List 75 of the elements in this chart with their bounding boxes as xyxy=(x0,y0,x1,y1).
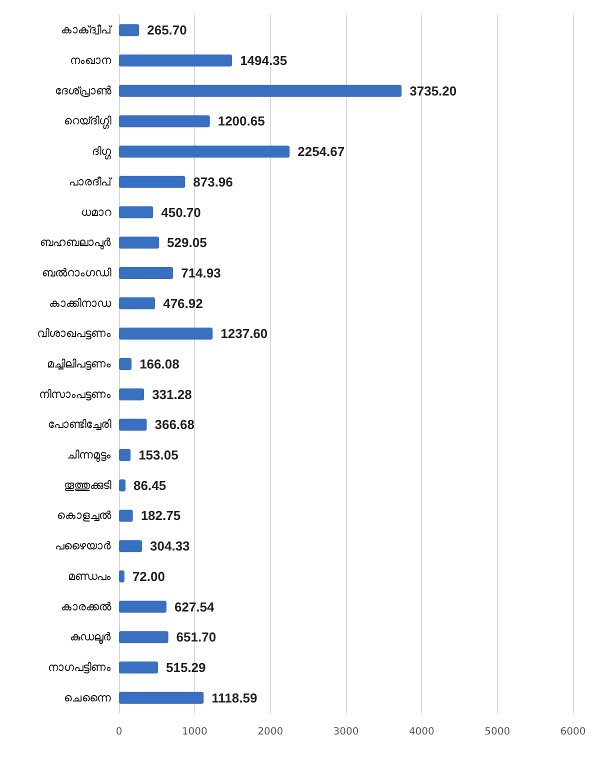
bar xyxy=(119,328,213,340)
data-label: 651.70 xyxy=(176,630,216,645)
bar xyxy=(119,449,131,462)
x-tick-label: 3000 xyxy=(333,726,359,738)
data-label: 1237.60 xyxy=(220,326,268,342)
bar xyxy=(119,206,154,218)
data-label: 714.93 xyxy=(181,265,221,280)
bar xyxy=(119,297,156,310)
x-tick-label: 2000 xyxy=(258,726,284,738)
data-label: 476.92 xyxy=(163,296,203,311)
y-tick-label: കുഡലൂർ xyxy=(70,630,111,644)
y-tick-label: പാരദീപ് xyxy=(69,175,113,188)
y-tick-label: പോണ്ടിച്ചേരി xyxy=(48,418,112,432)
data-label: 450.70 xyxy=(161,204,201,220)
data-label: 166.08 xyxy=(140,356,180,372)
bar xyxy=(119,540,142,552)
y-tick-label: നാഗപട്ടിണം xyxy=(48,660,111,674)
data-label: 304.33 xyxy=(150,538,190,554)
bar xyxy=(119,266,174,279)
y-tick-label: നിസാംപട്ടണം xyxy=(39,388,111,401)
y-tick-label: കാരക്കൽ xyxy=(61,600,112,614)
y-tick-label: നംഖാന xyxy=(70,54,112,68)
bar xyxy=(119,388,144,400)
y-tick-label: തൂത്തുക്കുടി xyxy=(64,478,112,492)
data-label: 873.96 xyxy=(193,174,233,190)
x-tick-label: 4000 xyxy=(408,726,434,738)
y-tick-label: കാക്കിനാഡ xyxy=(49,296,112,310)
data-label: 331.28 xyxy=(152,386,192,402)
data-label: 182.75 xyxy=(140,508,181,524)
y-tick-label: പഴൈയാർ xyxy=(55,540,111,553)
x-tick-label: 6000 xyxy=(560,726,586,738)
data-label: 1118.59 xyxy=(212,690,258,706)
data-label: 1494.35 xyxy=(240,53,288,68)
bar xyxy=(119,631,168,644)
y-tick-label: ധമാറ xyxy=(81,206,112,219)
data-label: 366.68 xyxy=(154,417,195,432)
data-label: 2254.67 xyxy=(298,144,345,160)
data-label: 529.05 xyxy=(167,235,207,250)
y-tick-label: ദേശ്പ്രാൺ xyxy=(55,84,112,98)
x-tick-label: 0 xyxy=(116,726,122,738)
y-tick-label: ബൽറാംഗഡി xyxy=(42,266,112,280)
bar xyxy=(119,176,186,188)
bar xyxy=(119,115,210,128)
bar xyxy=(119,600,166,613)
data-label: 1200.65 xyxy=(218,114,265,129)
data-label: 3735.20 xyxy=(410,83,457,98)
y-tick-label: വിശാഖപട്ടണം xyxy=(37,327,111,340)
bar xyxy=(119,146,290,158)
bar xyxy=(119,479,126,492)
bar xyxy=(119,661,158,674)
data-label: 72.00 xyxy=(132,568,165,584)
data-label: 86.45 xyxy=(134,478,166,493)
bar xyxy=(119,24,140,36)
data-label: 265.70 xyxy=(147,22,187,38)
bar xyxy=(119,54,232,67)
y-tick-label: ചിന്നമുട്ടം xyxy=(67,448,111,462)
bar xyxy=(119,84,402,97)
y-tick-label: മണ്ഡപം xyxy=(68,570,111,583)
data-label: 153.05 xyxy=(138,448,178,463)
y-tick-label: റെയ്ദിഗ്ഗി xyxy=(64,114,112,130)
data-label: 627.54 xyxy=(174,599,216,614)
y-tick-label: കൊളച്ചൽ xyxy=(57,509,112,522)
bar xyxy=(119,236,160,249)
y-tick-label: കാക്ദ്വീപ് xyxy=(61,24,113,37)
y-tick-label: മച്ചിലിപട്ടണം xyxy=(47,358,111,370)
y-tick-label: ബഹബലാപുർ xyxy=(40,236,111,250)
bar xyxy=(119,418,147,431)
bar xyxy=(119,358,132,370)
data-label: 515.29 xyxy=(166,660,206,675)
y-tick-label: ചെന്നൈ xyxy=(64,691,111,704)
x-tick-label: 1000 xyxy=(182,726,208,738)
x-tick-label: 5000 xyxy=(484,726,510,738)
bar xyxy=(119,510,133,522)
bar xyxy=(119,692,204,704)
y-tick-label: ദിഗ്ഗ xyxy=(92,145,112,160)
